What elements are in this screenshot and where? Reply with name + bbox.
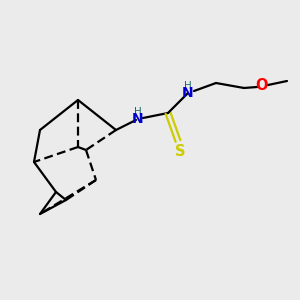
Text: H: H <box>184 81 192 91</box>
Text: S: S <box>175 143 185 158</box>
Text: O: O <box>256 79 268 94</box>
Text: N: N <box>182 86 194 100</box>
Text: N: N <box>132 112 144 126</box>
Text: H: H <box>134 107 142 117</box>
